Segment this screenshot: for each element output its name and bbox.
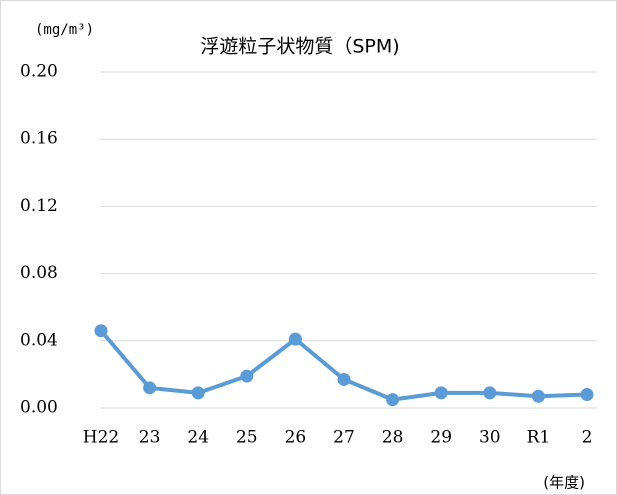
data-point	[434, 386, 448, 400]
x-tick-label: H22	[83, 428, 119, 448]
data-point	[483, 386, 497, 400]
x-tick-label: 30	[479, 428, 501, 448]
y-axis-label: (mg/m³)	[35, 22, 94, 38]
x-axis-label: (年度)	[543, 474, 585, 492]
x-tick-label: 26	[285, 428, 307, 448]
data-point	[386, 393, 400, 407]
y-tick-label: 0.04	[20, 330, 58, 350]
y-tick-label: 0.12	[20, 196, 58, 216]
x-tick-label: 25	[236, 428, 258, 448]
data-point	[240, 369, 254, 383]
x-tick-label: 29	[430, 428, 452, 448]
data-point	[337, 372, 351, 386]
x-tick-label: 24	[187, 428, 209, 448]
data-point	[191, 386, 205, 400]
x-tick-label: 23	[139, 428, 161, 448]
x-tick-label: 28	[382, 428, 404, 448]
chart-title: 浮遊粒子状物質（SPM)	[200, 36, 399, 58]
data-point	[143, 381, 157, 395]
y-tick-label: 0.00	[20, 398, 58, 418]
data-point	[94, 324, 108, 338]
data-point	[580, 388, 594, 402]
x-tick-label: R1	[527, 428, 551, 448]
y-tick-label: 0.08	[20, 263, 58, 283]
data-point	[288, 332, 302, 346]
data-point	[531, 389, 545, 403]
y-tick-label: 0.20	[20, 62, 58, 82]
x-tick-label: 27	[333, 428, 355, 448]
y-tick-label: 0.16	[20, 129, 58, 149]
x-tick-label: 2	[582, 428, 593, 448]
